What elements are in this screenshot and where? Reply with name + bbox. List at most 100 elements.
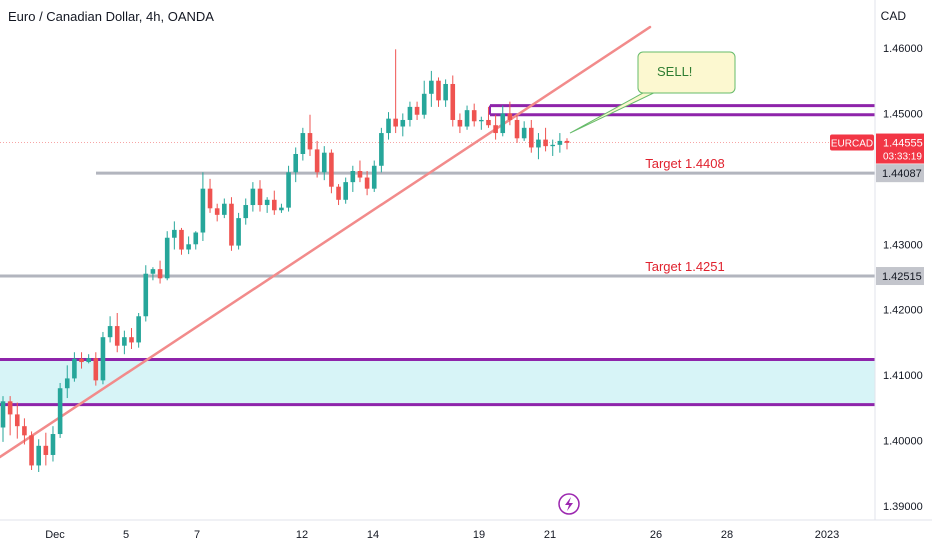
candle-body — [300, 133, 306, 154]
x-tick-label: 28 — [721, 529, 733, 541]
candle-body — [264, 199, 270, 206]
annotation-layer: SELL! — [558, 51, 736, 515]
callout-text: SELL! — [657, 64, 692, 79]
x-tick-label: 14 — [367, 529, 379, 541]
candle-body — [64, 378, 70, 389]
candle-body — [100, 337, 106, 381]
y-tick-label: 1.45000 — [883, 108, 923, 120]
candle-body — [172, 229, 177, 238]
candle-body — [393, 118, 398, 127]
candle-body — [443, 83, 448, 101]
candle-body — [136, 316, 141, 343]
candle-body — [250, 188, 256, 206]
candle-body — [500, 113, 506, 134]
y-tick-label: 1.40000 — [883, 436, 923, 448]
last-price-value: 1.44555 — [883, 138, 923, 150]
candle-body — [93, 358, 99, 381]
axis-layer: 1.46000 1.45000 1.43000 1.42000 1.41000 1.400… — [0, 0, 932, 541]
candle-body — [471, 110, 477, 122]
candle-body — [350, 171, 356, 183]
callout-joint — [650, 86, 666, 92]
candle-body — [271, 199, 277, 211]
x-tick-label: 19 — [473, 529, 485, 541]
candle-body — [307, 133, 313, 150]
candle-body — [286, 172, 291, 208]
candle-body — [193, 232, 199, 245]
candle-body — [321, 152, 327, 173]
candles-layer — [0, 49, 570, 472]
candle-body — [543, 139, 548, 147]
symbol-badge-text: EURCAD — [831, 139, 873, 150]
candle-body — [29, 435, 34, 466]
candle-body — [343, 182, 348, 200]
x-tick-label: 21 — [544, 529, 556, 541]
candle-body — [114, 326, 120, 346]
y-tick-label: 1.43000 — [883, 239, 923, 251]
level-badge-text: 1.42515 — [882, 271, 922, 283]
callout-box — [637, 51, 736, 94]
candle-body — [43, 445, 49, 455]
candle-body — [36, 445, 41, 466]
candle-body — [507, 113, 513, 120]
y-tick-label: 1.39000 — [883, 501, 923, 513]
trendline-layer — [0, 25, 652, 459]
candle-body — [429, 80, 434, 94]
chart-title: Euro / Canadian Dollar, 4h, OANDA — [8, 9, 214, 24]
currency-label: CAD — [880, 9, 906, 23]
candle-body — [336, 186, 341, 200]
x-tick-label: 26 — [650, 529, 662, 541]
candle-body — [72, 358, 77, 379]
level-badge-text: 1.44087 — [882, 168, 922, 180]
candle-body — [493, 125, 498, 134]
countdown-value: 03:33:19 — [883, 152, 922, 163]
zones-layer — [0, 104, 875, 407]
callout-pointer — [569, 87, 665, 134]
candle-body — [371, 165, 377, 189]
candle-body — [7, 401, 13, 415]
candle-body — [550, 144, 556, 147]
candle-body — [0, 401, 6, 428]
candle-body — [143, 273, 149, 317]
candle-body — [329, 152, 334, 187]
x-tick-label: Dec — [45, 529, 65, 541]
candle-body — [564, 140, 570, 143]
target-label: Target 1.4251 — [645, 259, 725, 274]
candle-body — [386, 118, 391, 134]
candle-body — [236, 218, 241, 246]
candle-body — [122, 337, 127, 346]
level-badge — [876, 164, 924, 183]
candle-body — [222, 203, 227, 215]
candle-body — [414, 106, 420, 115]
candle-body — [50, 434, 56, 455]
candle-body — [200, 188, 206, 233]
candle-body — [421, 93, 427, 115]
candle-body — [521, 127, 527, 139]
candle-body — [314, 149, 320, 173]
candle-body — [214, 208, 220, 215]
candle-body — [207, 188, 213, 209]
candle-body — [129, 337, 134, 343]
candle-body — [357, 171, 363, 178]
candle-body — [86, 358, 91, 363]
x-tick-label: 2023 — [815, 529, 839, 541]
last-price-badge — [876, 133, 924, 164]
candle-body — [57, 388, 63, 435]
candle-body — [186, 244, 191, 250]
y-tick-label: 1.42000 — [883, 305, 923, 317]
demand-zone — [0, 359, 875, 405]
level-badge — [876, 267, 924, 286]
candle-body — [279, 207, 284, 211]
target-label: Target 1.4408 — [645, 156, 725, 171]
candle-body — [457, 119, 463, 127]
candle-body — [479, 119, 484, 122]
candle-body — [557, 140, 563, 145]
symbol-badge — [830, 134, 874, 151]
x-tick-label: 12 — [296, 529, 308, 541]
candle-body — [529, 127, 534, 148]
candle-body — [150, 269, 156, 274]
candle-body — [79, 358, 84, 363]
candle-body — [450, 83, 456, 120]
candle-body — [257, 188, 263, 206]
